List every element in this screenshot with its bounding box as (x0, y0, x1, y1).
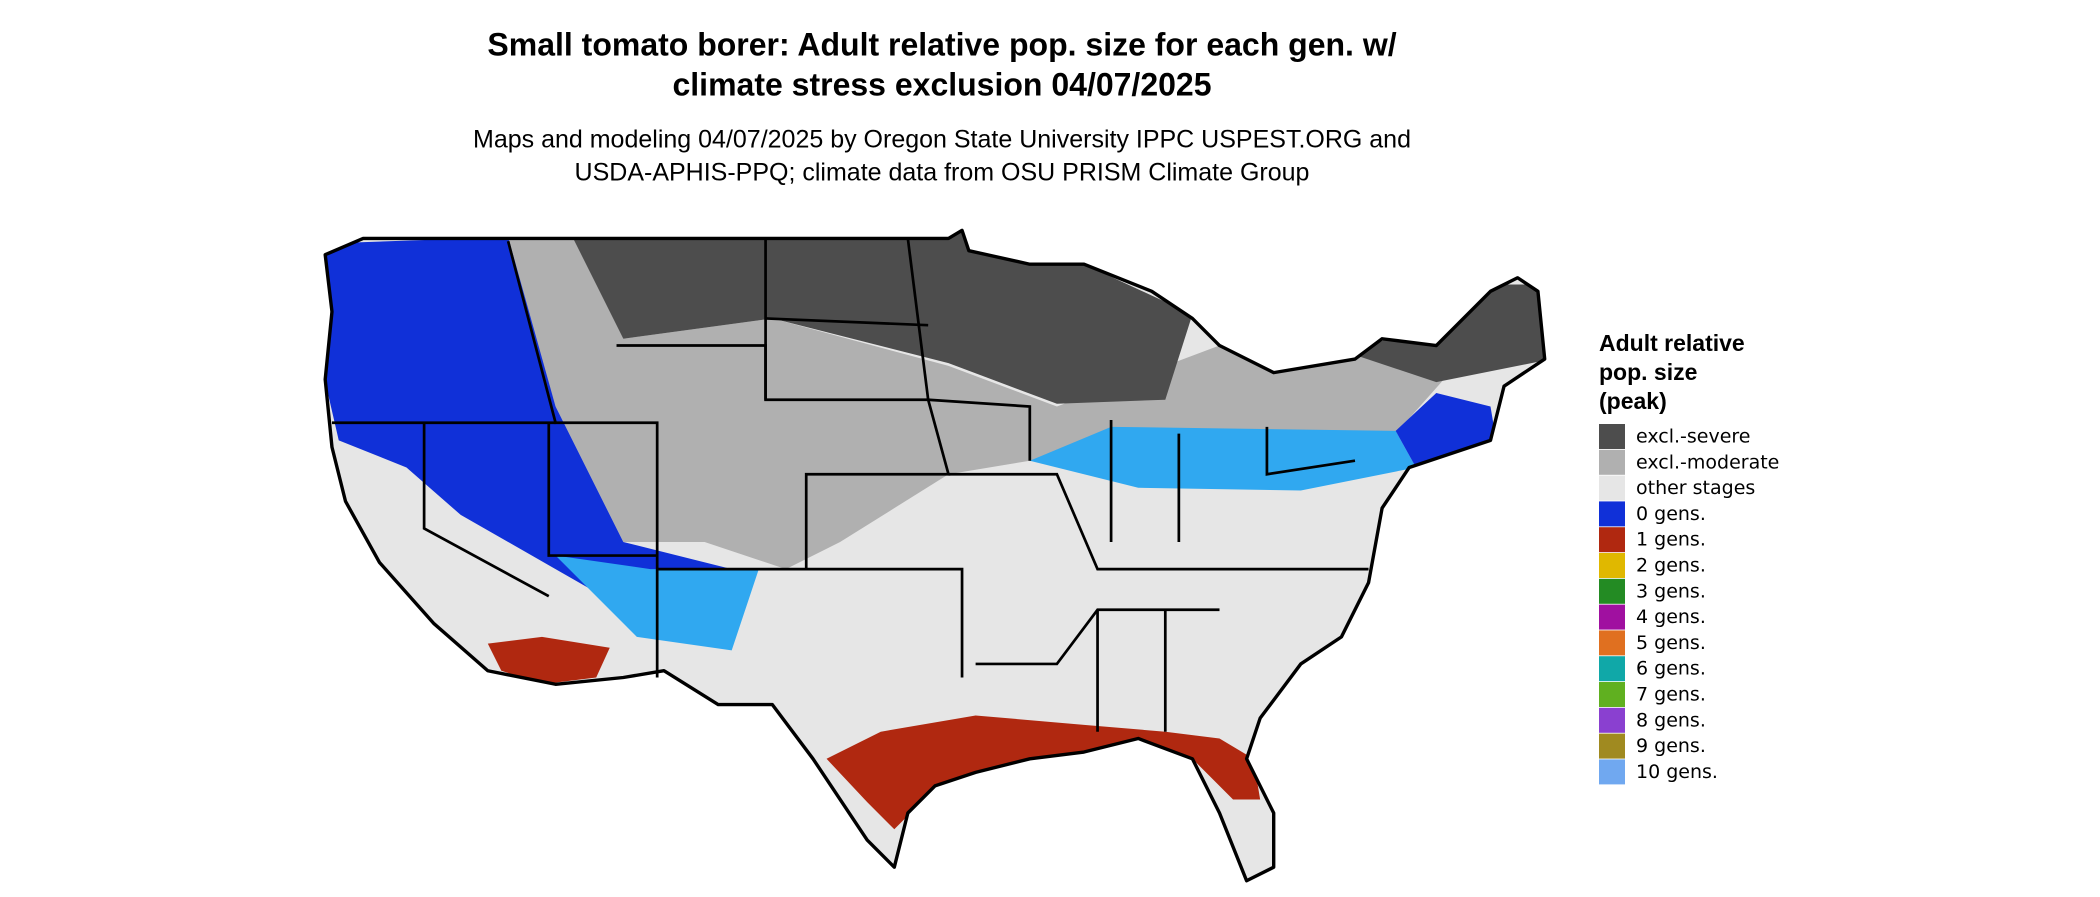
legend-swatch (1599, 475, 1625, 501)
legend-label: other stages (1636, 477, 1755, 499)
state-borders (331, 238, 1369, 732)
legend-swatch (1599, 501, 1625, 527)
legend-label: excl.-moderate (1636, 451, 1779, 473)
subtitle: Maps and modeling 04/07/2025 by Oregon S… (473, 126, 1411, 154)
legend-title: Adult relative (1599, 330, 1745, 356)
state-border (928, 398, 1032, 461)
legend-swatch (1599, 630, 1625, 656)
legend-label: 8 gens. (1636, 709, 1706, 731)
legend-swatch (1599, 733, 1625, 759)
severe-region (569, 230, 1193, 404)
state-border (422, 422, 550, 598)
one-gen-region (487, 636, 610, 685)
state-border (906, 238, 930, 400)
state-border (806, 567, 964, 678)
us-map (323, 228, 1547, 883)
legend-swatch (1599, 578, 1625, 604)
legend-swatch (1599, 527, 1625, 553)
state-border (948, 472, 1369, 571)
state-border (1096, 609, 1167, 732)
legend-swatch (1599, 707, 1625, 733)
legend-swatch (1599, 553, 1625, 578)
legend-label: 4 gens. (1636, 606, 1706, 628)
legend-label: 6 gens. (1636, 658, 1706, 680)
state-border (765, 317, 929, 327)
state-border (506, 240, 659, 678)
legend-swatch (1599, 449, 1625, 475)
title: Small tomato borer: Adult relative pop. … (487, 26, 1396, 62)
legend-label: 7 gens. (1636, 684, 1706, 706)
legend-label: 2 gens. (1636, 555, 1706, 577)
zero-gens-region (325, 237, 732, 637)
legend-swatch (1599, 604, 1625, 630)
legend-swatch (1599, 682, 1625, 707)
moderate-region (501, 230, 1450, 570)
legend-title: (peak) (1599, 388, 1667, 414)
legend-swatch (1599, 656, 1625, 682)
legend-label: excl.-severe (1636, 426, 1751, 448)
legend-label: 1 gens. (1636, 529, 1706, 551)
title: climate stress exclusion 04/07/2025 (672, 66, 1211, 102)
legend-label: 5 gens. (1636, 632, 1706, 654)
legend-title: pop. size (1599, 359, 1697, 385)
legend-swatch (1599, 424, 1625, 449)
legend: Adult relative pop. size (peak) excl.-sever… (1599, 330, 1779, 785)
zero-gens-light-region (1029, 426, 1416, 491)
state-border (975, 608, 1220, 666)
us-outline (323, 228, 1547, 883)
legend-label: 0 gens. (1636, 503, 1706, 525)
state-border (1109, 420, 1356, 543)
subtitle: USDA-APHIS-PPQ; climate data from OSU PR… (575, 159, 1310, 187)
legend-label: 10 gens. (1636, 761, 1718, 783)
legend-label: 9 gens. (1636, 735, 1706, 757)
legend-swatch (1599, 759, 1625, 785)
state-border (547, 422, 658, 557)
severe-region (1355, 284, 1545, 383)
legend-label: 3 gens. (1636, 580, 1706, 602)
